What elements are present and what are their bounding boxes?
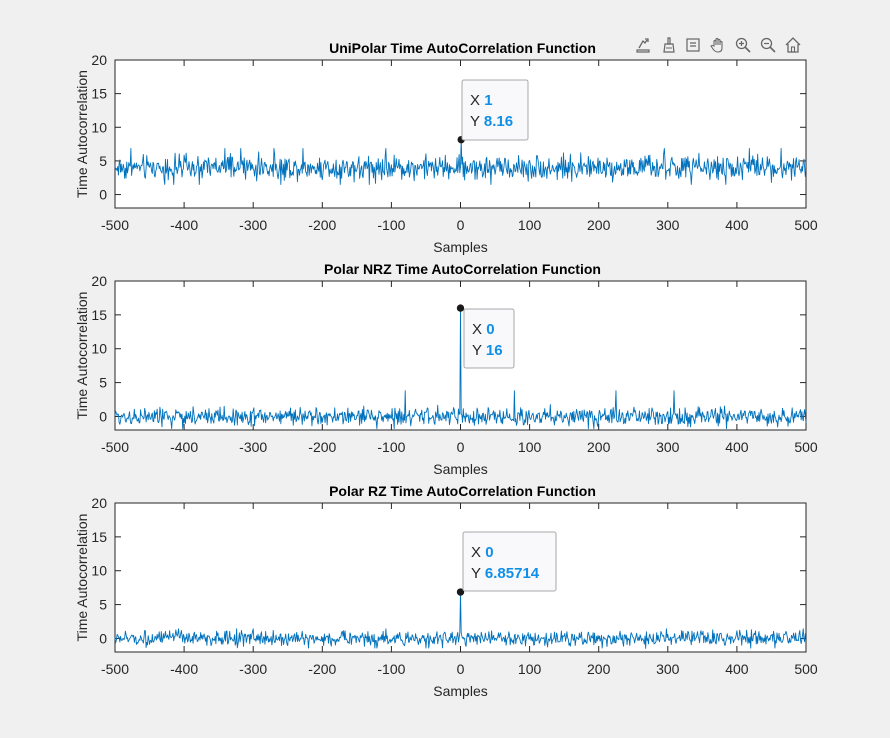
brush-icon bbox=[663, 37, 675, 53]
y-tick-label: 5 bbox=[99, 597, 107, 613]
home-button[interactable] bbox=[782, 34, 804, 56]
datatip-x-row: X 0 bbox=[472, 321, 495, 338]
y-tick-label: 0 bbox=[99, 408, 107, 424]
datatip-box[interactable] bbox=[462, 531, 557, 592]
x-tick-label: 0 bbox=[457, 661, 465, 677]
x-tick-label: 400 bbox=[725, 661, 749, 677]
home-icon bbox=[785, 37, 801, 53]
pan-button[interactable] bbox=[707, 34, 729, 56]
x-tick-label: 300 bbox=[656, 217, 680, 233]
datatip-marker[interactable] bbox=[456, 588, 465, 596]
x-tick-label: 500 bbox=[794, 217, 818, 233]
x-tick-label: -100 bbox=[377, 439, 405, 455]
x-tick-label: 400 bbox=[725, 217, 749, 233]
x-tick-label: -400 bbox=[170, 439, 198, 455]
x-tick-label: 300 bbox=[656, 661, 680, 677]
axes-toolbar bbox=[632, 34, 804, 56]
x-tick-label: -300 bbox=[239, 439, 267, 455]
export-button[interactable] bbox=[632, 34, 654, 56]
y-tick-label: 15 bbox=[91, 529, 107, 545]
x-tick-label: -100 bbox=[377, 661, 405, 677]
zoom-out-button[interactable] bbox=[757, 34, 779, 56]
datatip-marker[interactable] bbox=[456, 304, 465, 312]
y-tick-label: 10 bbox=[91, 563, 107, 579]
y-tick-label: 15 bbox=[91, 307, 107, 323]
y-tick-label: 5 bbox=[99, 153, 107, 169]
pan-icon bbox=[710, 37, 723, 53]
x-tick-label: 500 bbox=[794, 439, 818, 455]
series-line[interactable] bbox=[114, 139, 807, 185]
x-tick-label: -200 bbox=[308, 439, 336, 455]
y-tick-label: 20 bbox=[91, 495, 107, 511]
y-tick-label: 5 bbox=[99, 375, 107, 391]
x-tick-label: -500 bbox=[101, 661, 129, 677]
datatip-box[interactable] bbox=[463, 308, 515, 369]
export-icon bbox=[636, 38, 650, 53]
x-tick-label: -500 bbox=[101, 439, 129, 455]
datatip-y-row: Y 6.85714 bbox=[471, 565, 540, 582]
y-tick-label: 20 bbox=[91, 52, 107, 68]
axes-1: UniPolar Time AutoCorrelation Function -5… bbox=[74, 40, 818, 255]
x-tick-label: -200 bbox=[308, 217, 336, 233]
x-axis-label: Samples bbox=[433, 683, 487, 699]
y-tick-label: 0 bbox=[99, 187, 107, 203]
plot-area[interactable] bbox=[114, 502, 807, 653]
x-axis-label: Samples bbox=[433, 239, 487, 255]
chart-title: Polar NRZ Time AutoCorrelation Function bbox=[324, 261, 601, 277]
y-axis-label: Time Autocorrelation bbox=[74, 292, 90, 420]
chart-title: UniPolar Time AutoCorrelation Function bbox=[329, 40, 596, 56]
y-tick-label: 10 bbox=[91, 119, 107, 135]
zoom-in-icon bbox=[735, 37, 751, 53]
x-tick-label: -400 bbox=[170, 661, 198, 677]
y-tick-label: 15 bbox=[91, 86, 107, 102]
x-axis-label: Samples bbox=[433, 461, 487, 477]
y-tick-label: 20 bbox=[91, 273, 107, 289]
x-tick-label: 100 bbox=[518, 661, 542, 677]
brush-button[interactable] bbox=[657, 34, 679, 56]
datatip-x-row: X 0 bbox=[471, 544, 494, 561]
datatip-button[interactable] bbox=[682, 34, 704, 56]
y-tick-label: 10 bbox=[91, 341, 107, 357]
x-tick-label: 200 bbox=[587, 661, 611, 677]
x-tick-label: -500 bbox=[101, 217, 129, 233]
chart-title: Polar RZ Time AutoCorrelation Function bbox=[329, 483, 596, 499]
x-tick-label: 200 bbox=[587, 439, 611, 455]
x-tick-label: 300 bbox=[656, 439, 680, 455]
datatip-icon bbox=[686, 38, 700, 52]
datatip-box[interactable] bbox=[461, 79, 529, 141]
x-tick-label: -300 bbox=[239, 661, 267, 677]
x-tick-label: 400 bbox=[725, 439, 749, 455]
x-tick-label: -200 bbox=[308, 661, 336, 677]
x-tick-label: 100 bbox=[518, 217, 542, 233]
x-tick-label: -300 bbox=[239, 217, 267, 233]
plot-area[interactable] bbox=[114, 59, 807, 209]
x-tick-label: 0 bbox=[457, 439, 465, 455]
y-axis-label: Time Autocorrelation bbox=[74, 70, 90, 198]
x-tick-label: 0 bbox=[457, 217, 465, 233]
x-tick-label: 100 bbox=[518, 439, 542, 455]
x-tick-label: -400 bbox=[170, 217, 198, 233]
zoom-in-button[interactable] bbox=[732, 34, 754, 56]
axes-2: Polar NRZ Time AutoCorrelation Function -… bbox=[74, 261, 818, 477]
x-tick-label: 500 bbox=[794, 661, 818, 677]
x-tick-label: 200 bbox=[587, 217, 611, 233]
datatip-y-row: Y 16 bbox=[472, 342, 503, 359]
datatip-y-row: Y 8.16 bbox=[470, 113, 513, 130]
y-axis-label: Time Autocorrelation bbox=[74, 514, 90, 642]
datatip-x-row: X 1 bbox=[470, 92, 493, 109]
zoom-out-icon bbox=[760, 37, 776, 53]
x-tick-label: -100 bbox=[377, 217, 405, 233]
axes-3: Polar RZ Time AutoCorrelation Function -5… bbox=[74, 483, 818, 699]
y-tick-label: 0 bbox=[99, 630, 107, 646]
